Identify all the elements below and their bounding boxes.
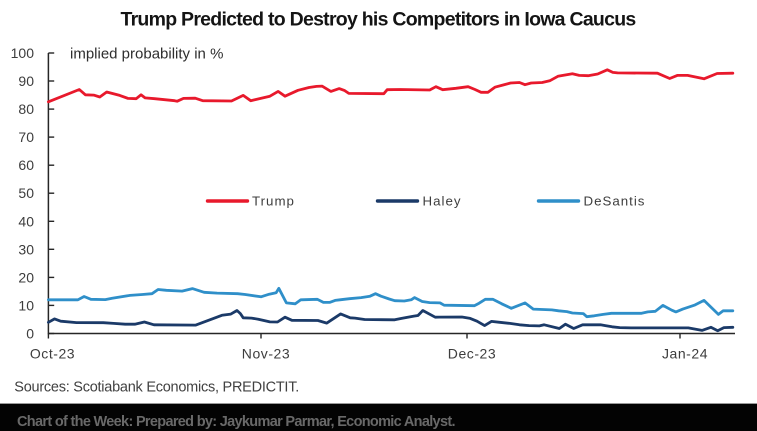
svg-text:Jan-24: Jan-24	[662, 345, 708, 361]
svg-text:implied probability in %: implied probability in %	[70, 45, 223, 62]
svg-text:40: 40	[18, 213, 34, 229]
svg-text:Chart of the Week: Prepared by: Chart of the Week: Prepared by: Jaykumar…	[17, 414, 455, 430]
svg-text:70: 70	[18, 129, 34, 145]
svg-text:Haley: Haley	[423, 193, 462, 208]
svg-text:Dec-23: Dec-23	[448, 345, 496, 361]
svg-text:60: 60	[18, 157, 34, 173]
svg-text:10: 10	[18, 297, 34, 313]
svg-text:Nov-23: Nov-23	[242, 345, 290, 361]
svg-text:Trump: Trump	[252, 193, 295, 208]
svg-text:DeSantis: DeSantis	[584, 193, 646, 208]
svg-text:Sources: Scotiabank Economics,: Sources: Scotiabank Economics, PREDICTIT…	[14, 379, 299, 395]
svg-text:90: 90	[18, 73, 34, 89]
svg-text:Trump Predicted to Destroy his: Trump Predicted to Destroy his Competito…	[120, 8, 636, 30]
svg-text:100: 100	[11, 45, 35, 61]
svg-text:50: 50	[18, 185, 34, 201]
svg-text:30: 30	[18, 241, 34, 257]
svg-text:80: 80	[18, 101, 34, 117]
svg-text:20: 20	[18, 269, 34, 285]
svg-text:Oct-23: Oct-23	[30, 345, 75, 361]
svg-text:0: 0	[26, 326, 34, 342]
